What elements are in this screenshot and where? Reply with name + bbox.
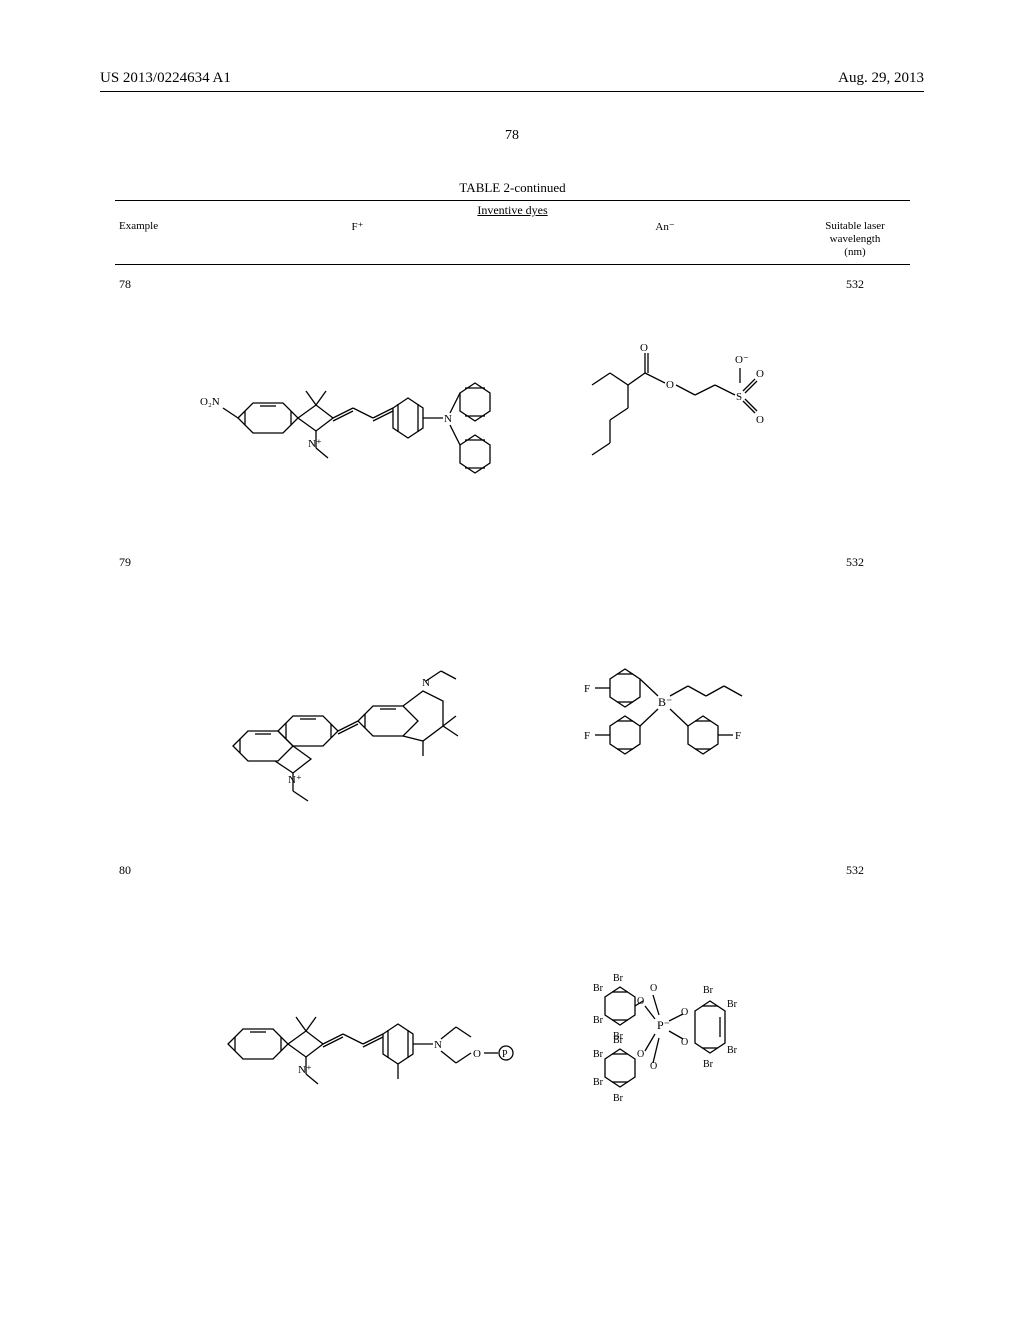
svg-text:S: S	[736, 391, 742, 403]
svg-text:N⁺: N⁺	[288, 774, 302, 786]
svg-text:Br: Br	[593, 983, 604, 994]
table-row: 78 O₂N	[115, 265, 910, 543]
example-number: 78	[115, 273, 185, 292]
table-body: 78 O₂N	[115, 265, 910, 1189]
svg-text:Br: Br	[613, 1035, 624, 1046]
doc-number: US 2013/0224634 A1	[100, 70, 231, 87]
svg-text:N⁺: N⁺	[308, 438, 322, 450]
svg-text:Br: Br	[727, 999, 738, 1010]
svg-text:O: O	[650, 983, 657, 994]
column-headers: Example F⁺ An⁻ Suitable laser wavelength…	[115, 220, 910, 265]
table-subtitle: Inventive dyes	[115, 203, 910, 218]
svg-text:O: O	[473, 1048, 481, 1060]
svg-text:O⁻: O⁻	[735, 354, 749, 366]
svg-text:N⁺: N⁺	[298, 1064, 312, 1076]
col-f-cation: F⁺	[185, 220, 530, 260]
table-title: TABLE 2-continued	[115, 180, 910, 196]
table-2: TABLE 2-continued Inventive dyes Example…	[115, 180, 910, 1260]
anion-structure: P⁻ O O Br Br Br Br	[530, 859, 800, 1189]
chem-structure-icon: O O S O O	[540, 273, 790, 543]
chem-structure-icon: O₂N N⁺	[198, 273, 518, 543]
svg-text:N: N	[444, 413, 452, 425]
svg-text:N: N	[434, 1039, 442, 1051]
svg-text:O: O	[666, 379, 674, 391]
example-number: 79	[115, 551, 185, 570]
svg-text:O: O	[756, 414, 764, 426]
cation-structure: N⁺ N	[185, 551, 530, 851]
col-example: Example	[115, 220, 185, 260]
svg-text:F: F	[584, 683, 590, 695]
svg-text:P⁻: P⁻	[657, 1018, 670, 1032]
svg-text:O: O	[681, 1007, 688, 1018]
anion-structure: O O S O O	[530, 273, 800, 543]
svg-text:Br: Br	[593, 1049, 604, 1060]
table-row: 79 N⁺	[115, 543, 910, 851]
svg-text:Br: Br	[613, 1093, 624, 1104]
chem-structure-icon: B⁻ F	[540, 551, 790, 851]
svg-text:Br: Br	[593, 1015, 604, 1026]
svg-text:O: O	[637, 1049, 644, 1060]
cation-structure: O₂N N⁺	[185, 273, 530, 543]
svg-text:O: O	[756, 368, 764, 380]
anion-structure: B⁻ F	[530, 551, 800, 851]
svg-text:Br: Br	[703, 1059, 714, 1070]
page-number: 78	[505, 128, 519, 144]
col-an-anion: An⁻	[530, 220, 800, 260]
chem-structure-icon: P⁻ O O Br Br Br Br	[535, 859, 795, 1189]
col-wavelength: Suitable laser wavelength (nm)	[800, 220, 910, 260]
svg-text:P: P	[502, 1049, 508, 1060]
wavelength-value: 532	[800, 551, 910, 570]
table-row: 80 N⁺	[115, 851, 910, 1189]
svg-text:O: O	[640, 342, 648, 354]
chem-structure-icon: N⁺	[198, 859, 518, 1189]
svg-text:B⁻: B⁻	[658, 695, 672, 709]
wavelength-value: 532	[800, 859, 910, 878]
svg-text:Br: Br	[593, 1077, 604, 1088]
svg-text:Br: Br	[613, 973, 624, 984]
svg-text:Br: Br	[727, 1045, 738, 1056]
table-top-rule	[115, 200, 910, 201]
wavelength-value: 532	[800, 273, 910, 292]
example-number: 80	[115, 859, 185, 878]
cation-structure: N⁺	[185, 859, 530, 1189]
chem-structure-icon: N⁺ N	[198, 551, 518, 851]
svg-text:F: F	[735, 730, 741, 742]
header-rule	[100, 91, 924, 92]
svg-text:O₂N: O₂N	[200, 396, 220, 408]
svg-text:Br: Br	[703, 985, 714, 996]
page-header: US 2013/0224634 A1 Aug. 29, 2013	[0, 70, 1024, 92]
doc-date: Aug. 29, 2013	[838, 70, 924, 87]
svg-text:F: F	[584, 730, 590, 742]
